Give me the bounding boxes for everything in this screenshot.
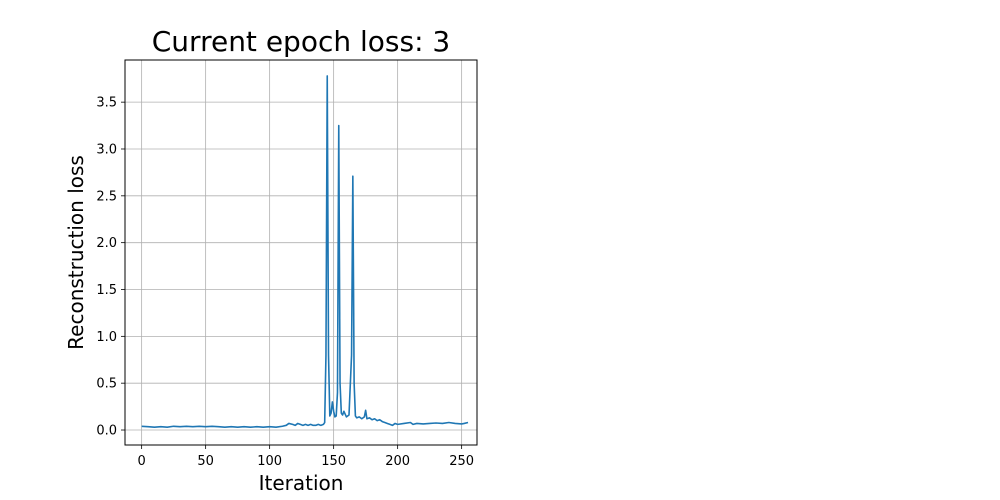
x-tick-label: 100	[257, 454, 282, 469]
x-tick-label: 250	[449, 454, 474, 469]
plot-area	[141, 75, 469, 429]
x-tick-label: 50	[197, 454, 214, 469]
grid-lines	[125, 60, 477, 445]
axis-ticks: 0 50 100 150 200 250 0.0 0.5 1.0 1.5 2.0 2.5 3.0 3.5	[96, 96, 474, 469]
x-axis-label: Iteration	[259, 471, 344, 495]
y-tick-label: 3.0	[96, 142, 117, 157]
y-tick-label: 0.0	[96, 424, 117, 439]
x-tick-label: 150	[321, 454, 346, 469]
y-tick-label: 3.5	[96, 96, 117, 111]
y-tick-label: 1.5	[96, 283, 117, 298]
y-tick-label: 2.5	[96, 189, 117, 204]
x-tick-label: 0	[137, 454, 145, 469]
y-axis-label: Reconstruction loss	[64, 155, 88, 350]
y-tick-label: 1.0	[96, 330, 117, 345]
chart-title: Current epoch loss: 3	[152, 25, 450, 58]
loss-series-line	[141, 75, 469, 429]
x-tick-label: 200	[385, 454, 410, 469]
y-tick-label: 0.5	[96, 377, 117, 392]
y-tick-label: 2.0	[96, 236, 117, 251]
axes-frame	[124, 59, 478, 446]
